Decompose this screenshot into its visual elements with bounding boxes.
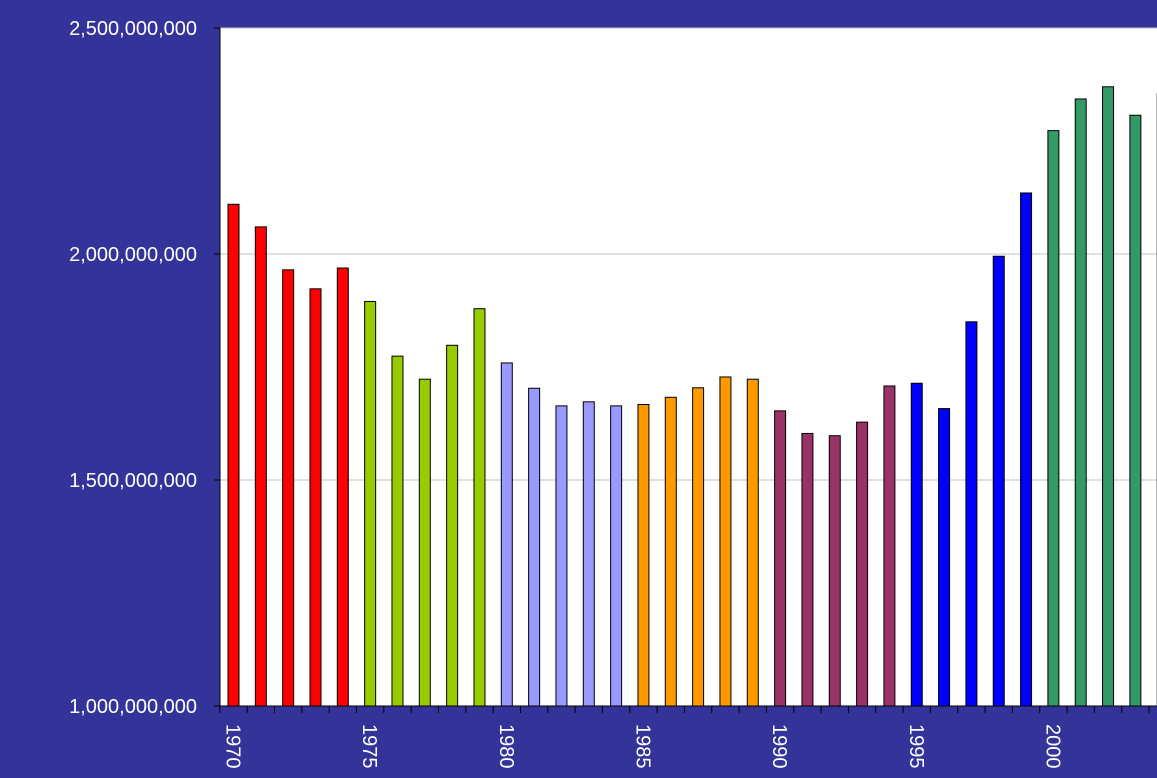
y-tick-label: 2,500,000,000 — [69, 18, 197, 40]
bar-1987 — [692, 387, 705, 707]
bar-1970 — [227, 203, 240, 707]
bar-1996 — [938, 408, 951, 707]
bar-1999 — [1020, 192, 1033, 707]
x-tick-label: 1975 — [358, 724, 380, 769]
bar-1984 — [610, 405, 623, 707]
x-tick-label: 1970 — [222, 724, 244, 769]
bar-1982 — [555, 405, 568, 707]
bars — [227, 86, 1157, 707]
bar-1992 — [828, 435, 841, 707]
x-tick-label: 1995 — [905, 724, 927, 769]
bar-1985 — [637, 404, 650, 707]
bar-1986 — [664, 396, 677, 707]
bar-1979 — [473, 308, 486, 707]
bar-1995 — [910, 382, 923, 707]
bar-1988 — [719, 376, 732, 707]
bar-1975 — [364, 300, 377, 707]
bar-2001 — [1074, 98, 1087, 707]
bar-1971 — [254, 226, 267, 707]
bar-1973 — [309, 288, 322, 707]
bar-1991 — [801, 432, 814, 707]
x-tick-label: 2000 — [1041, 724, 1063, 769]
x-axis-ticks — [219, 706, 1150, 713]
bar-1989 — [746, 378, 759, 707]
bar-2000 — [1047, 130, 1060, 707]
bar-1977 — [418, 378, 431, 707]
x-tick-label: 1985 — [631, 724, 653, 769]
y-tick-label: 2,000,000,000 — [69, 244, 197, 266]
bar-1976 — [391, 355, 404, 707]
bar-1993 — [856, 421, 869, 707]
bar-1980 — [500, 362, 513, 707]
bar-2002 — [1102, 86, 1115, 707]
bar-2003 — [1129, 114, 1142, 707]
x-tick-label: 1990 — [768, 724, 790, 769]
bar-1990 — [774, 410, 787, 707]
plot-area — [220, 28, 1157, 706]
bar-1978 — [446, 344, 459, 707]
bar-1994 — [883, 385, 896, 707]
y-tick-label: 1,000,000,000 — [69, 696, 197, 718]
bar-1997 — [965, 321, 978, 707]
bar-1998 — [992, 255, 1005, 707]
bar-1981 — [528, 387, 541, 707]
bar-1974 — [336, 267, 349, 707]
bar-1972 — [282, 269, 295, 707]
x-tick-label: 1980 — [495, 724, 517, 769]
y-tick-label: 1,500,000,000 — [69, 470, 197, 492]
x-axis-tick-labels: 1970 1975 1980 1985 1990 1995 2000 — [222, 724, 1064, 769]
bar-1983 — [582, 401, 595, 707]
y-axis-tick-labels: 1,000,000,000 1,500,000,000 2,000,000,000 2… — [69, 18, 197, 718]
